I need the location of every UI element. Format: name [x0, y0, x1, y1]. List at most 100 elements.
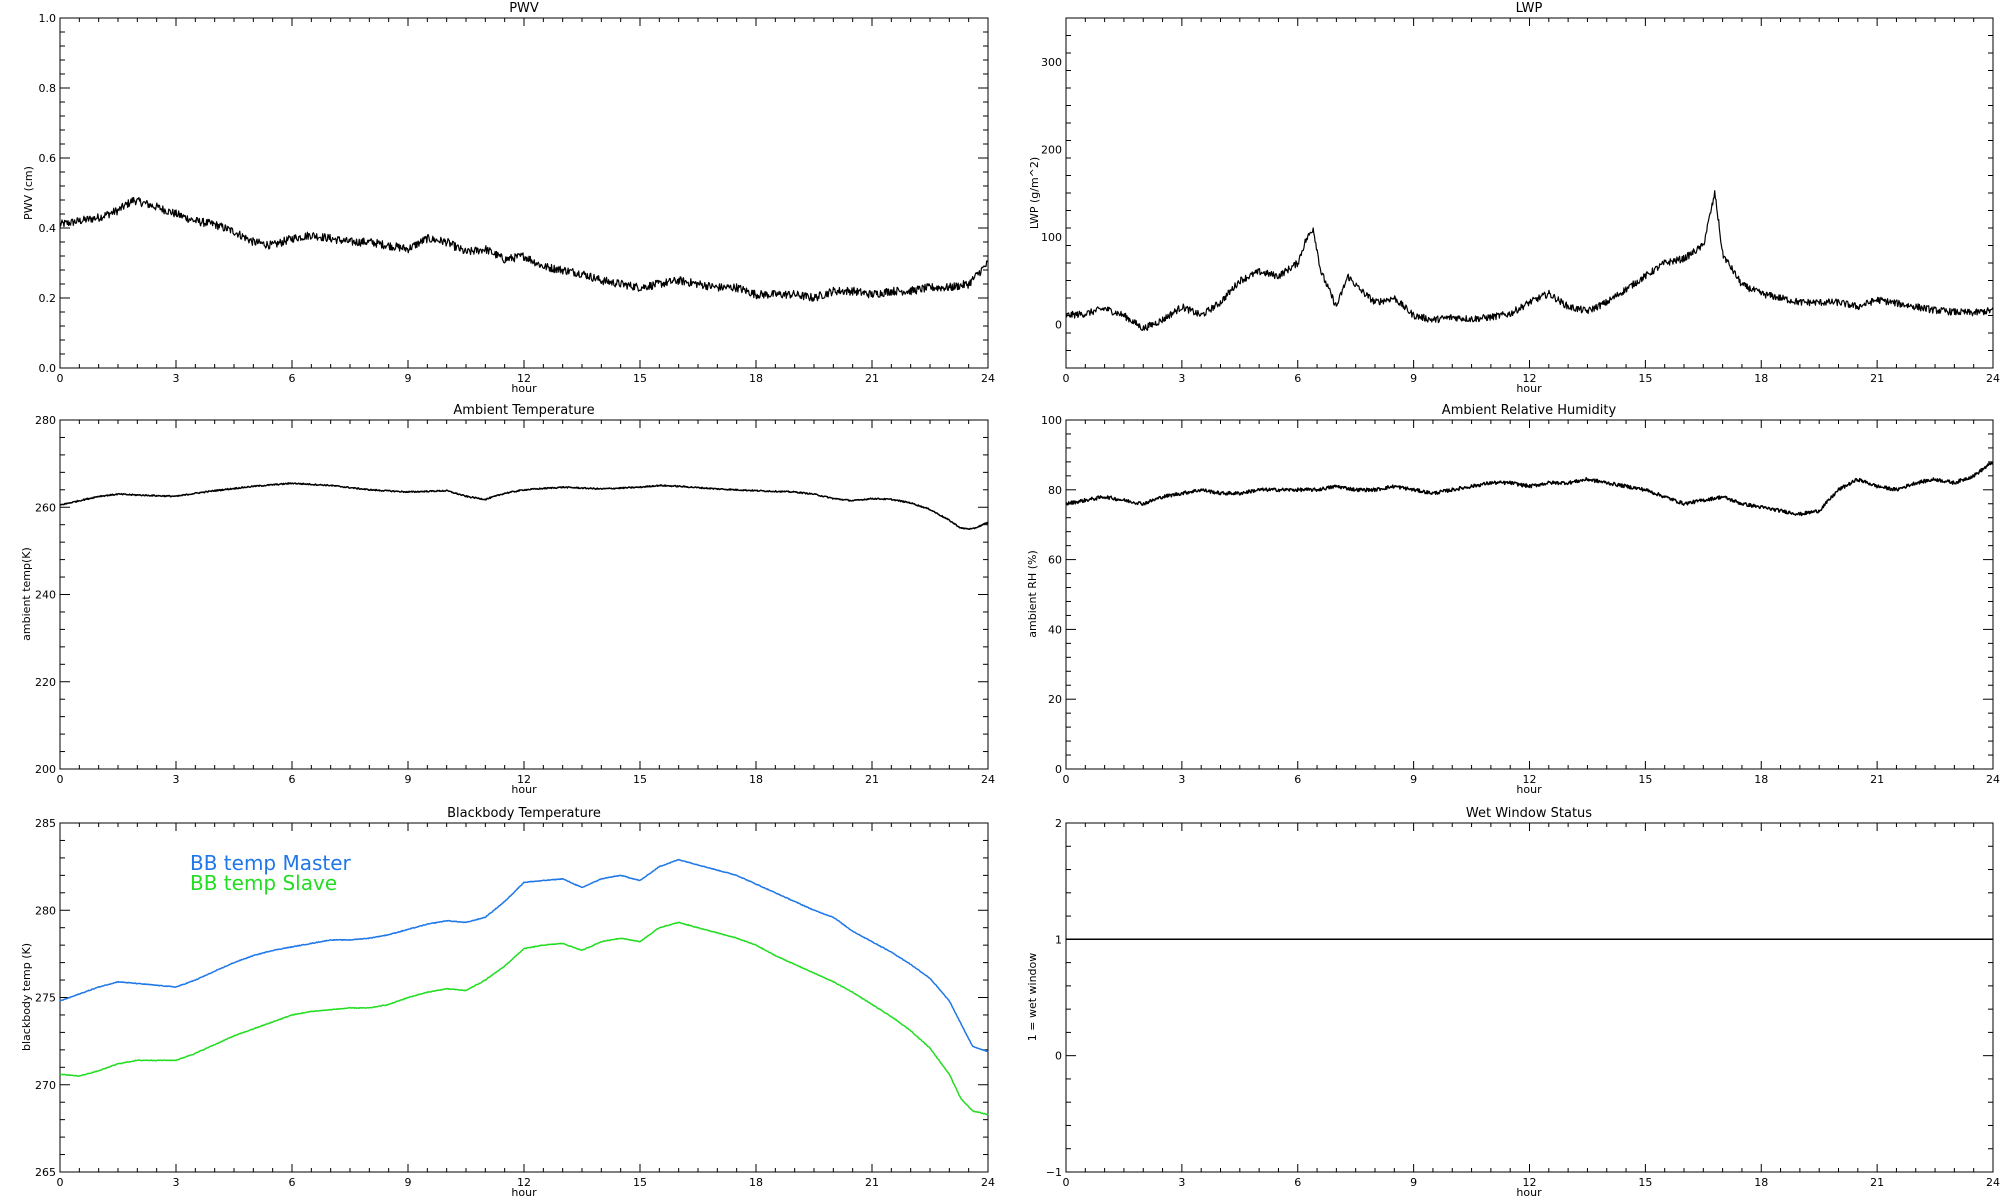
y-tick-label: 200 [35, 763, 56, 776]
chart-title: Ambient Temperature [453, 403, 594, 418]
x-tick-label: 6 [1294, 773, 1301, 786]
x-tick-label: 15 [633, 1176, 647, 1189]
x-tick-label: 15 [1638, 773, 1652, 786]
y-axis-label: blackbody temp (K) [20, 943, 33, 1051]
series-line-bb-temp-slave [59, 921, 989, 1116]
x-tick-label: 0 [57, 773, 64, 786]
x-tick-label: 0 [57, 1176, 64, 1189]
panel-pwv: PWV hour PWV (cm) 0 3 6 9 12 15 18 21 24 0.0 0.2 0.… [22, 1, 995, 395]
x-tick-label: 0 [1063, 1176, 1070, 1189]
y-axis-label: LWP (g/m^2) [1028, 157, 1041, 229]
x-tick-label: 15 [1638, 372, 1652, 385]
y-tick-label: 100 [1041, 231, 1062, 244]
series-line-bb-temp-master [59, 858, 989, 1053]
series-line-2-0 [59, 482, 989, 531]
x-axis-label: hour [1516, 1186, 1542, 1199]
legend-entry-slave: BB temp Slave [190, 871, 337, 895]
series-line-3-0 [1065, 461, 1994, 517]
x-tick-label: 3 [1178, 372, 1185, 385]
y-tick-label: 60 [1048, 554, 1062, 567]
x-tick-label: 9 [405, 372, 412, 385]
x-tick-label: 9 [1410, 372, 1417, 385]
x-tick-label: 6 [289, 372, 296, 385]
x-tick-label: 3 [173, 372, 180, 385]
y-axis-label: ambient RH (%) [1026, 550, 1039, 638]
x-tick-label: 6 [289, 773, 296, 786]
x-tick-label: 24 [1986, 1176, 2000, 1189]
x-tick-label: 9 [405, 1176, 412, 1189]
x-tick-label: 24 [981, 372, 995, 385]
y-tick-label: 0.8 [39, 82, 57, 95]
chart-title: Ambient Relative Humidity [1442, 403, 1617, 418]
plot-frame [59, 17, 989, 369]
x-tick-label: 0 [57, 372, 64, 385]
x-tick-label: 18 [749, 773, 763, 786]
x-tick-label: 6 [1294, 1176, 1301, 1189]
x-tick-label: 24 [981, 773, 995, 786]
y-tick-label: 0 [1055, 1050, 1062, 1063]
chart-title: PWV [509, 1, 539, 16]
x-tick-label: 24 [1986, 372, 2000, 385]
y-tick-label: 0.0 [39, 362, 57, 375]
x-tick-label: 12 [517, 1176, 531, 1189]
y-tick-label: 0.4 [39, 222, 57, 235]
x-axis-label: hour [1516, 382, 1542, 395]
x-tick-label: 3 [173, 1176, 180, 1189]
y-tick-label: 0.6 [39, 152, 57, 165]
x-tick-label: 3 [1178, 773, 1185, 786]
x-tick-label: 9 [1410, 773, 1417, 786]
x-tick-label: 15 [633, 773, 647, 786]
x-tick-label: 15 [1638, 1176, 1652, 1189]
y-tick-label: 280 [35, 904, 56, 917]
panel-blackbody-temperature: Blackbody Temperature hour blackbody tem… [20, 806, 995, 1199]
plot-frame [1065, 822, 1994, 1173]
x-tick-label: 21 [865, 773, 879, 786]
chart-title: LWP [1516, 1, 1543, 16]
x-tick-label: 0 [1063, 372, 1070, 385]
x-tick-label: 18 [1754, 773, 1768, 786]
y-tick-label: 1.0 [39, 12, 57, 25]
legend-entry-master: BB temp Master [190, 851, 352, 875]
y-tick-label: 0 [1055, 318, 1062, 331]
x-axis-label: hour [511, 382, 537, 395]
x-tick-label: 3 [1178, 1176, 1185, 1189]
x-axis-label: hour [1516, 783, 1542, 796]
y-tick-label: 40 [1048, 623, 1062, 636]
y-tick-label: 0 [1055, 763, 1062, 776]
x-tick-label: 21 [1870, 372, 1884, 385]
y-axis-label: 1 = wet window [1026, 953, 1039, 1042]
series-line-0-0 [59, 196, 989, 302]
y-tick-label: 100 [1041, 414, 1062, 427]
panel-ambient-relative-humidity: Ambient Relative Humidity hour ambient R… [1026, 403, 2000, 796]
y-tick-label: 275 [35, 992, 56, 1005]
x-tick-label: 18 [1754, 1176, 1768, 1189]
y-axis-label: PWV (cm) [22, 166, 35, 220]
y-tick-label: 280 [35, 414, 56, 427]
panel-wet-window-status: Wet Window Status hour 1 = wet window 0 3… [1026, 806, 2000, 1199]
y-axis-label: ambient temp(K) [20, 547, 33, 641]
x-tick-label: 12 [517, 372, 531, 385]
plot-frame [59, 419, 989, 770]
x-tick-label: 12 [517, 773, 531, 786]
x-tick-label: 9 [405, 773, 412, 786]
y-tick-label: 1 [1055, 933, 1062, 946]
panel-lwp: LWP hour LWP (g/m^2) 0 3 6 9 12 15 18 21 24 0 100 2… [1028, 1, 2000, 395]
y-tick-label: 20 [1048, 693, 1062, 706]
y-tick-label: 240 [35, 589, 56, 602]
panel-ambient-temperature: Ambient Temperature hour ambient temp(K)… [20, 403, 995, 796]
x-tick-label: 21 [865, 1176, 879, 1189]
x-tick-label: 6 [1294, 372, 1301, 385]
x-tick-label: 6 [289, 1176, 296, 1189]
x-tick-label: 12 [1523, 1176, 1537, 1189]
y-tick-label: 0.2 [39, 292, 57, 305]
y-tick-label: 220 [35, 676, 56, 689]
series-line-1-0 [1065, 190, 1994, 332]
y-tick-label: 265 [35, 1166, 56, 1179]
x-axis-label: hour [511, 1186, 537, 1199]
x-tick-label: 18 [1754, 372, 1768, 385]
x-tick-label: 0 [1063, 773, 1070, 786]
plot-frame [1065, 419, 1994, 770]
y-tick-label: 260 [35, 501, 56, 514]
x-tick-label: 18 [749, 1176, 763, 1189]
